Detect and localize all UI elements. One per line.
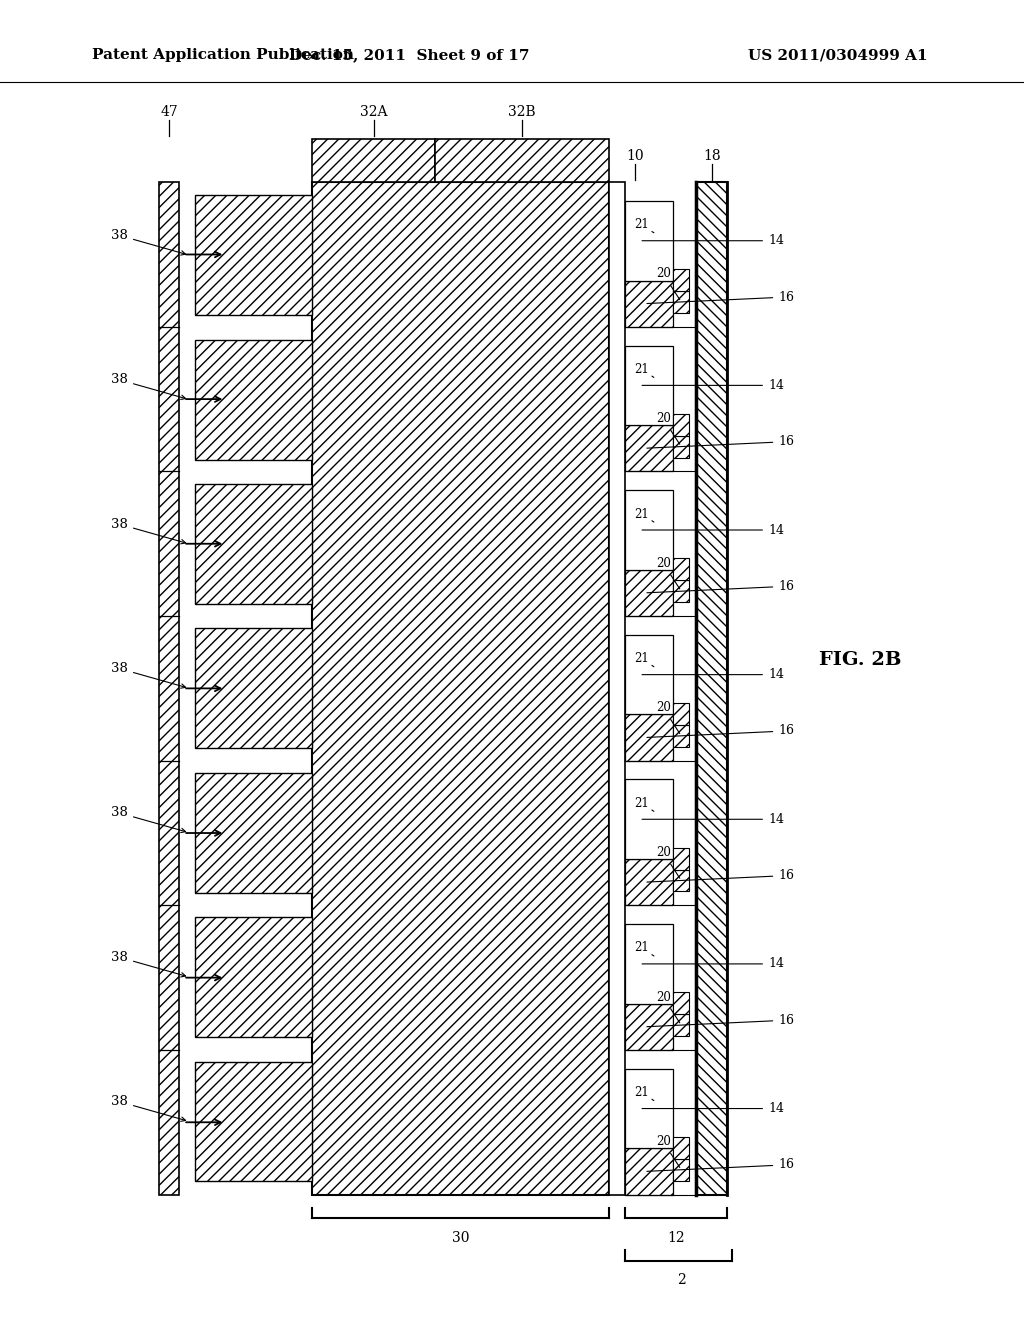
Bar (625, 635, 674, 714)
Bar (674, 581, 689, 602)
Text: 14: 14 (642, 234, 784, 247)
Text: 16: 16 (647, 725, 795, 738)
Text: 20: 20 (655, 557, 680, 589)
Text: 16: 16 (647, 1014, 795, 1027)
Text: 21: 21 (635, 797, 654, 812)
Text: 21: 21 (635, 363, 654, 378)
Bar (195, 628, 312, 748)
Text: 14: 14 (642, 1102, 784, 1115)
Text: 12: 12 (667, 1232, 685, 1245)
Bar (195, 195, 312, 315)
Bar (625, 346, 674, 425)
Bar (674, 993, 689, 1014)
Bar (195, 484, 312, 605)
Text: Patent Application Publication: Patent Application Publication (92, 49, 354, 62)
Bar (696, 182, 727, 1195)
Bar (674, 436, 689, 458)
Bar (674, 1159, 689, 1180)
Bar (625, 780, 674, 859)
Bar (674, 870, 689, 891)
Bar (312, 182, 609, 1195)
Text: 38: 38 (112, 228, 185, 255)
Bar (625, 281, 674, 327)
Text: FIG. 2B: FIG. 2B (819, 651, 901, 669)
Bar (195, 1061, 312, 1181)
Bar (625, 201, 674, 281)
Text: 18: 18 (702, 149, 721, 162)
Bar (674, 847, 689, 870)
Text: US 2011/0304999 A1: US 2011/0304999 A1 (748, 49, 927, 62)
Text: 14: 14 (642, 524, 784, 536)
Bar (674, 1014, 689, 1036)
Text: 16: 16 (647, 1159, 795, 1171)
Bar (625, 1003, 674, 1049)
Bar (674, 269, 689, 290)
Bar (625, 570, 674, 616)
Text: 20: 20 (655, 268, 680, 300)
Text: 20: 20 (655, 701, 680, 734)
Text: 10: 10 (626, 149, 644, 162)
Text: 32B: 32B (509, 106, 536, 119)
Text: 14: 14 (642, 379, 784, 392)
Text: 38: 38 (112, 950, 185, 977)
Text: Dec. 15, 2011  Sheet 9 of 17: Dec. 15, 2011 Sheet 9 of 17 (290, 49, 529, 62)
Text: 21: 21 (635, 652, 654, 667)
Bar (195, 339, 312, 459)
Bar (625, 425, 674, 471)
Bar (625, 1148, 674, 1195)
Text: 21: 21 (635, 941, 654, 956)
Bar (674, 704, 689, 725)
Text: 38: 38 (112, 517, 185, 544)
Text: 38: 38 (112, 374, 185, 400)
Bar (625, 924, 674, 1003)
Bar (674, 1137, 689, 1159)
Text: 14: 14 (642, 668, 784, 681)
Text: 38: 38 (112, 807, 185, 833)
Text: 20: 20 (655, 412, 680, 445)
Text: 32A: 32A (360, 106, 387, 119)
Text: 14: 14 (642, 813, 784, 826)
Text: 38: 38 (112, 663, 185, 688)
Bar (312, 139, 435, 182)
Bar (195, 772, 312, 892)
Bar (625, 490, 674, 570)
Text: 20: 20 (655, 1135, 680, 1167)
Text: 21: 21 (635, 1086, 654, 1101)
Bar (625, 714, 674, 760)
Text: 21: 21 (635, 508, 654, 521)
Text: 21: 21 (635, 218, 654, 232)
Text: 16: 16 (647, 290, 795, 304)
Text: 20: 20 (655, 990, 680, 1023)
Text: 16: 16 (647, 436, 795, 449)
Bar (625, 859, 674, 906)
Bar (435, 139, 609, 182)
Text: 30: 30 (452, 1232, 470, 1245)
Text: 2: 2 (677, 1274, 685, 1287)
Text: 14: 14 (642, 957, 784, 970)
Text: 20: 20 (655, 846, 680, 878)
Bar (625, 1069, 674, 1148)
Bar (159, 182, 179, 1195)
Text: 47: 47 (160, 106, 178, 119)
Bar (674, 413, 689, 436)
Bar (674, 725, 689, 747)
Text: 38: 38 (112, 1096, 185, 1121)
Text: 16: 16 (647, 869, 795, 882)
Text: 16: 16 (647, 579, 795, 593)
Bar (674, 558, 689, 581)
Bar (195, 917, 312, 1038)
Bar (609, 182, 625, 1195)
Bar (674, 290, 689, 313)
